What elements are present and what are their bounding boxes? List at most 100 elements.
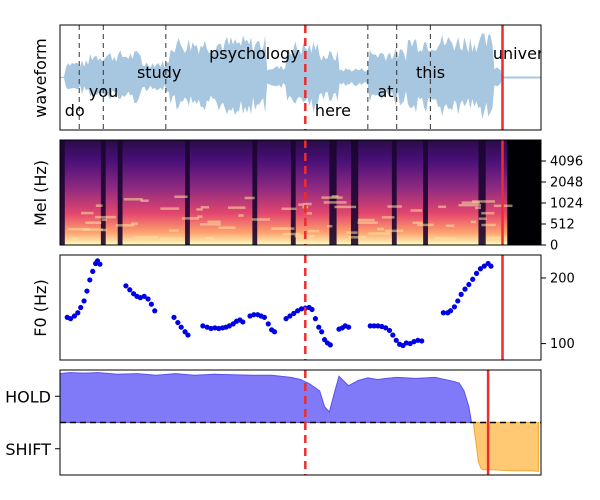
mel-harmonic [207,220,221,223]
mel-harmonic [334,205,357,209]
f0-point [71,313,78,319]
mel-harmonic [196,208,203,211]
mel-harmonic [306,212,313,215]
f0-point [75,310,81,316]
f0-point [212,325,218,331]
mel-gap [391,140,397,245]
mel-harmonic [461,201,480,204]
f0-tick-label: 200 [550,271,575,286]
f0-point [216,325,222,332]
mel-harmonic [95,204,103,207]
mel-harmonic [181,217,200,220]
mel-harmonic [159,237,183,241]
mel-harmonic [100,228,108,232]
mel-gap [290,140,296,245]
f0-point [287,313,293,319]
f0-point [403,340,409,346]
f0-point [375,323,381,329]
mel-harmonic [471,200,496,203]
mel-harmonic [218,226,236,229]
f0-point [67,316,74,322]
mel-harmonic [244,196,255,200]
f0-point [283,316,289,322]
mel-harmonic [80,211,94,215]
f0-point [481,263,487,269]
f0-point [371,323,377,329]
f0-point [226,323,232,329]
f0-point [81,298,87,304]
mel-gap [252,140,258,245]
mel-harmonic [376,227,384,231]
f0-point [462,286,468,292]
mel-harmonic [271,227,295,230]
f0-point [458,291,464,297]
mel-gap [117,140,123,245]
f0-point [455,298,461,304]
f0-point [90,268,96,275]
mel-harmonic [412,221,423,225]
mel-harmonic [308,229,320,233]
mel-harmonic [85,221,102,224]
f0-point [477,266,483,272]
f0-point [415,337,421,343]
mel-harmonic [346,231,358,234]
mel-harmonic [474,206,481,210]
f0-point [240,319,246,325]
mel-harmonic [481,223,496,227]
f0-point [309,306,315,313]
turn-tick-label: HOLD [5,387,51,406]
mel-harmonic [281,207,297,211]
mel-harmonic [481,211,495,215]
mel-harmonic [417,223,434,227]
mel-harmonic [321,196,343,199]
mel-harmonic [251,218,271,221]
f0-point [265,321,271,327]
mel-harmonic [71,237,79,241]
mel-harmonic [199,223,221,226]
f0-point [152,308,158,314]
mel-harmonic [357,218,375,222]
word-label: at [377,82,393,101]
mel-tick-label: 0 [550,239,558,254]
f0-point [84,288,90,294]
word-label: university [493,44,572,63]
f0-point [123,283,129,289]
f0-point [185,332,191,338]
f0-point [488,263,494,269]
hold-area [60,372,472,423]
f0-point [327,342,333,348]
f0-point [78,304,84,311]
mel-harmonic [387,205,402,208]
f0-yticks: 100 200 [541,271,575,352]
mel-harmonic [438,205,447,209]
f0-point [208,325,214,332]
f0-point [141,293,147,299]
f0-points [64,258,494,349]
f0-point [312,316,319,322]
f0-point [87,277,93,283]
waveform-frame [59,24,542,131]
mel-gap [329,140,337,245]
f0-point [346,324,352,330]
word-label: you [89,82,118,101]
mel-harmonic [139,239,153,243]
f0-point [251,312,257,318]
f0-point [319,329,325,335]
mel-harmonic [478,217,487,220]
mel-harmonic [135,236,159,239]
mel-harmonic [327,224,333,228]
mel-gap [60,140,65,245]
f0-point [386,327,393,334]
word-label: study [137,63,181,82]
mel-harmonic [160,207,180,210]
mel-gap [185,140,190,245]
mel-harmonic [228,206,246,209]
word-label: do [65,101,85,120]
f0-point [440,310,446,316]
f0-point [473,270,480,276]
mel-stripes [60,140,513,245]
mel-harmonic [348,236,366,239]
